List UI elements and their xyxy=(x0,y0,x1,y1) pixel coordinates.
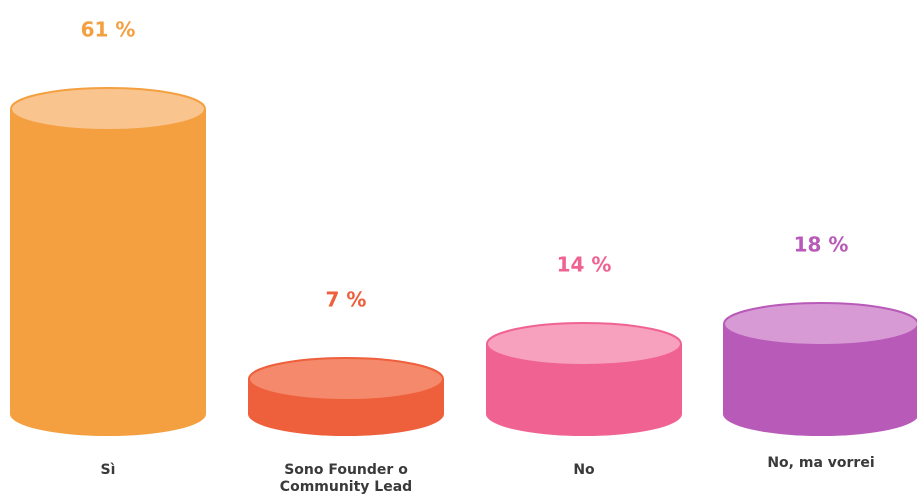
cylinder-body xyxy=(10,109,206,436)
cylinder-top xyxy=(723,302,917,346)
category-label: Sono Founder o Community Lead xyxy=(279,462,413,495)
cylinder xyxy=(10,87,206,436)
cylinder-top xyxy=(486,322,682,366)
value-label: 61 % xyxy=(81,18,136,42)
cylinder xyxy=(486,322,682,436)
value-label: 18 % xyxy=(794,233,849,257)
value-label: 14 % xyxy=(557,253,612,277)
category-label: No xyxy=(573,462,595,478)
category-label: No, ma vorrei xyxy=(767,455,875,471)
cylinder-body xyxy=(723,324,917,436)
value-label: 7 % xyxy=(326,288,367,312)
cylinder xyxy=(723,302,917,436)
cylinder-top xyxy=(248,357,444,401)
cylinder-body xyxy=(486,344,682,436)
cylinder xyxy=(248,357,444,436)
category-label: Sì xyxy=(100,462,116,478)
cylinder-top xyxy=(10,87,206,131)
